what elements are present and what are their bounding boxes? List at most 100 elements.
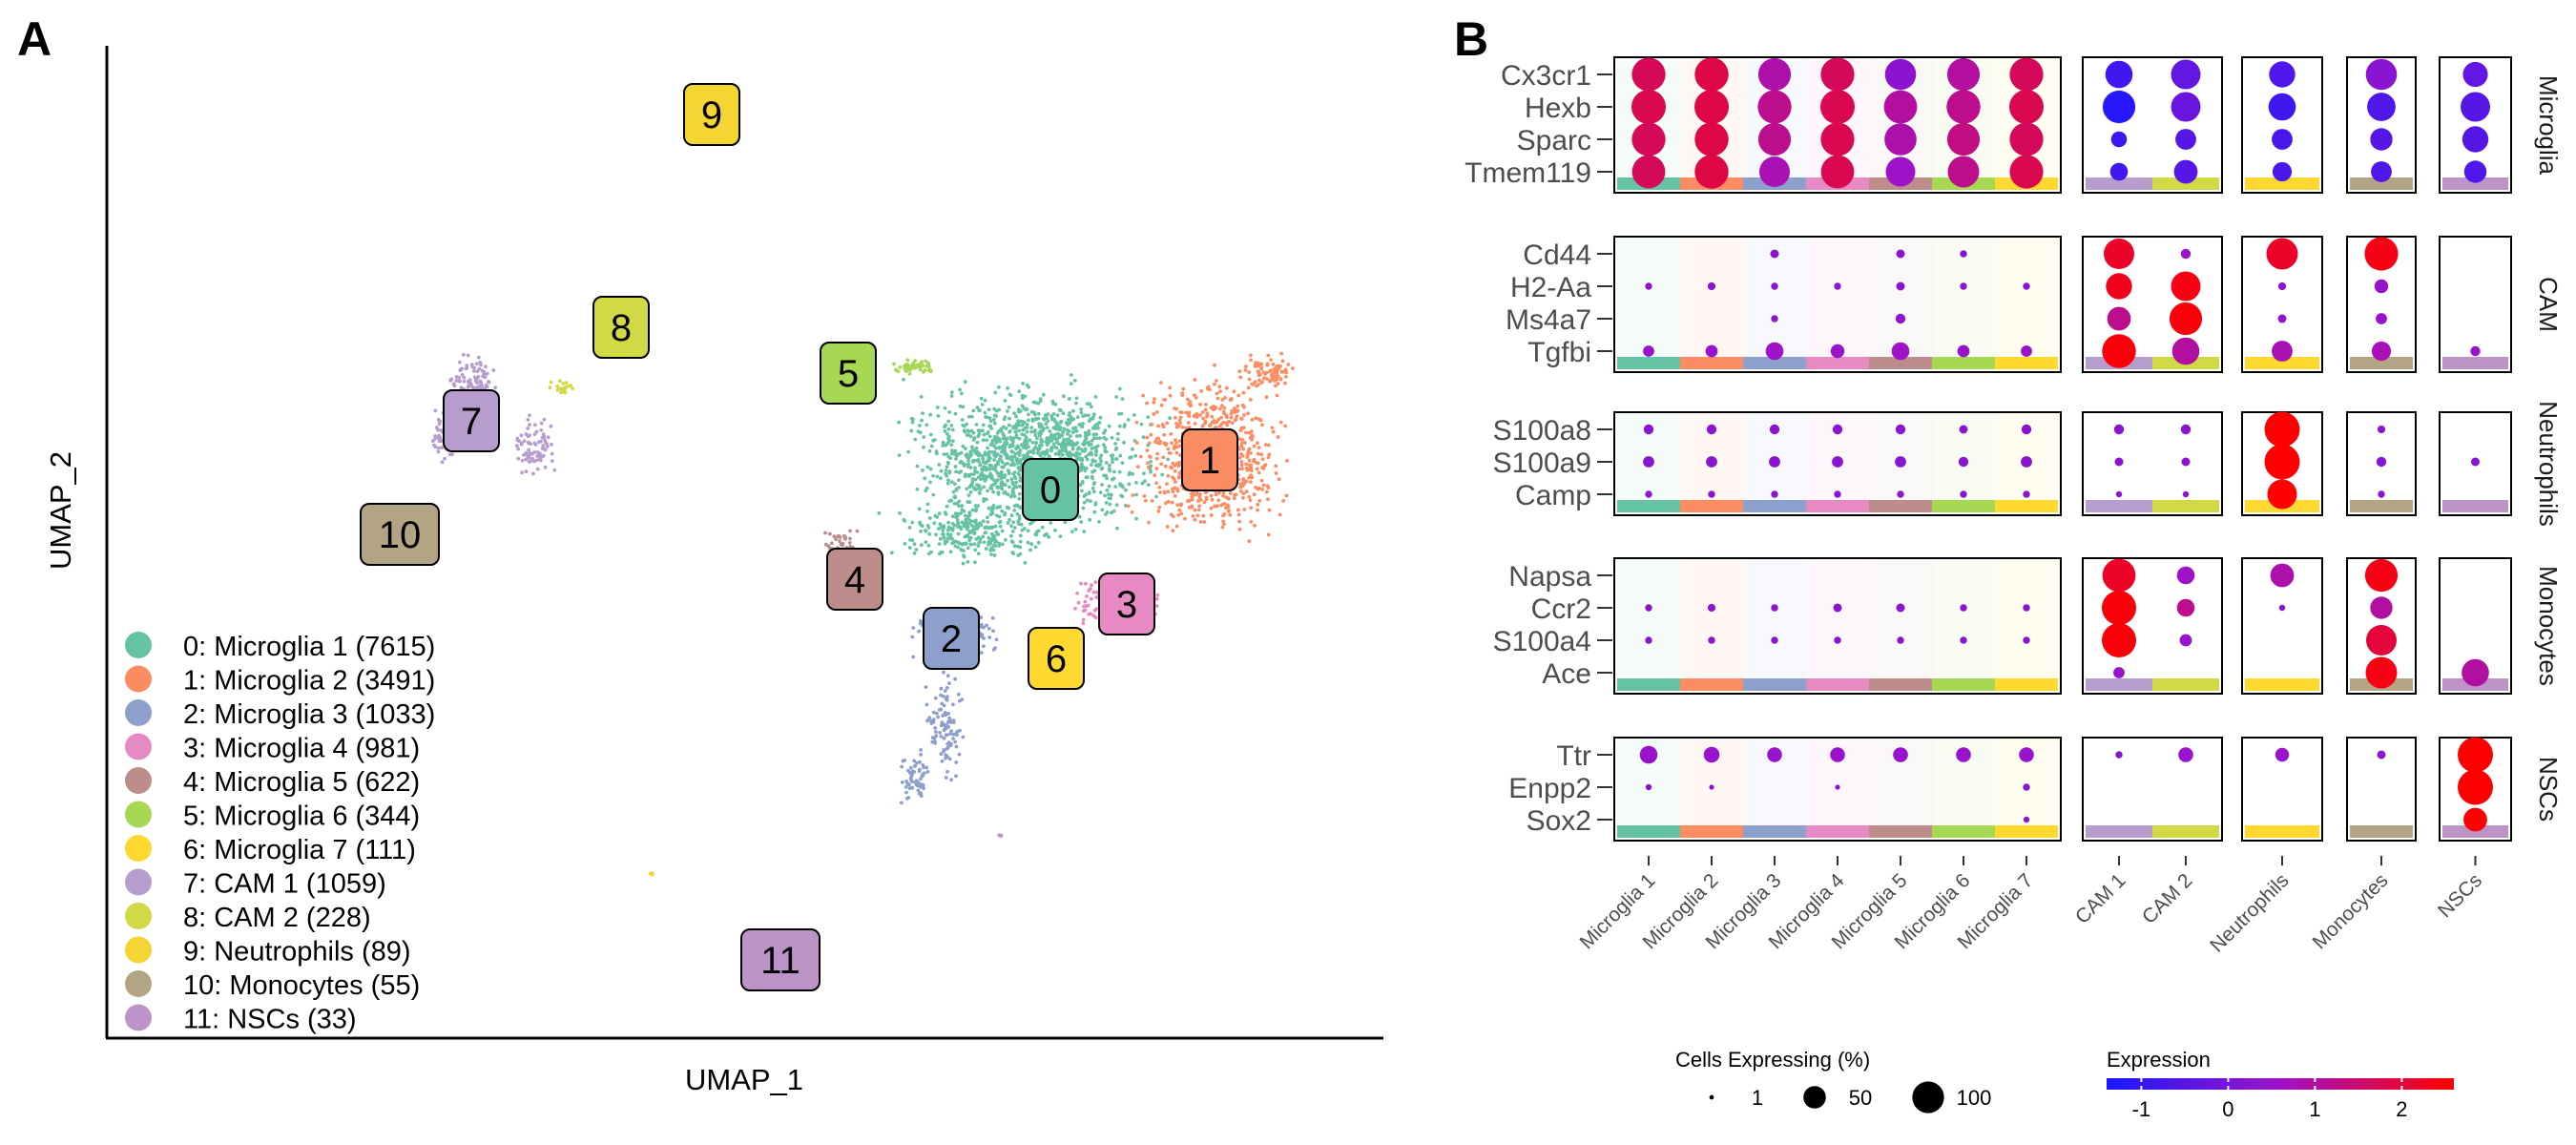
dot (2462, 126, 2489, 153)
facet-panel (2082, 56, 2223, 194)
facet-panel (2241, 56, 2323, 194)
facet-border (2346, 557, 2417, 695)
cluster-label-7: 7 (443, 389, 500, 452)
dot (2113, 424, 2125, 435)
dot (2462, 658, 2489, 687)
facet-strip-label: NSCs (2534, 757, 2563, 822)
color-legend-title: Expression (2107, 1048, 2211, 1072)
dot (1694, 155, 1729, 189)
cluster-11-points (997, 833, 1004, 839)
facet-panel (2241, 236, 2323, 373)
facet-panel (1613, 56, 2063, 194)
dot (1897, 636, 1904, 644)
facet-border (2082, 411, 2223, 516)
legend-label: 8: CAM 2 (228) (183, 903, 371, 933)
cluster-label-11: 11 (740, 928, 821, 991)
dot (2470, 345, 2481, 357)
cluster-color-bar (2086, 825, 2152, 838)
cluster-label-4: 4 (826, 548, 883, 611)
facet-panel (2082, 236, 2223, 373)
dot (2370, 596, 2393, 619)
cluster-5-points (892, 358, 933, 376)
dot (2115, 751, 2123, 759)
dot (2365, 58, 2398, 91)
legend-label: 6: Microglia 7 (111) (183, 835, 416, 865)
facet-border (2439, 236, 2512, 373)
facet-panel (2439, 737, 2512, 842)
cluster-color-bar (1680, 825, 1743, 838)
facet-strip-label: Neutrophils (2534, 401, 2563, 527)
dot (1706, 456, 1717, 468)
dot (2463, 160, 2487, 183)
gene-label: Tmem119 (1465, 157, 1591, 189)
dot (1820, 57, 1855, 92)
cluster-label-8: 8 (592, 296, 650, 359)
size-legend-dot (1709, 1094, 1714, 1100)
column-tint (1617, 558, 1681, 678)
dot (2106, 273, 2132, 300)
dot (1956, 747, 1971, 762)
cluster-color-bar (1617, 500, 1680, 512)
dot (2277, 281, 2287, 291)
gene-label: Sparc (1517, 125, 1591, 156)
dot (2463, 807, 2487, 832)
dot (2275, 747, 2290, 762)
dot (1957, 344, 1970, 358)
dot (1947, 156, 1980, 188)
legend-swatch (125, 835, 152, 862)
dot (1884, 58, 1917, 91)
facet-panel (2346, 737, 2417, 842)
legend-item: 0: Microglia 1 (7615) (125, 632, 435, 662)
dot (1631, 155, 1666, 189)
cluster-label-1: 1 (1181, 428, 1238, 491)
dot (2458, 737, 2493, 773)
facet-strip-label: Monocytes (2534, 566, 2563, 686)
legend-swatch (125, 632, 152, 658)
facet-border (2346, 737, 2417, 842)
dot (2461, 92, 2490, 122)
gene-label: S100a9 (1493, 448, 1591, 479)
gene-label: Sox2 (1527, 805, 1591, 837)
gene-label: Enpp2 (1508, 773, 1591, 804)
facet-border (2346, 56, 2417, 194)
cluster-color-bar (1680, 357, 1743, 369)
cluster-legend: 0: Microglia 1 (7615) 1: Microglia 2 (349… (125, 632, 435, 1035)
legend-item: 3: Microglia 4 (981) (125, 733, 420, 764)
cluster-color-bar (1806, 678, 1869, 691)
dot (2264, 411, 2300, 448)
dot (2367, 93, 2396, 121)
dot (2104, 239, 2134, 269)
panel-b-label: B (1454, 12, 1488, 66)
cluster-label-text: 8 (611, 307, 632, 349)
facet-panel (1613, 557, 2063, 695)
dot (2458, 769, 2493, 805)
cluster-color-bar (1869, 357, 1932, 369)
legend-label: 4: Microglia 5 (622) (183, 767, 420, 798)
gene-label: Napsa (1508, 561, 1591, 593)
facet-border (2241, 557, 2323, 695)
cluster-color-bar (2442, 825, 2508, 838)
column-tint (1998, 237, 2063, 357)
dot (2272, 161, 2293, 182)
dot (1770, 249, 1779, 259)
dot (2378, 490, 2385, 498)
umap-y-axis-title: UMAP_2 (44, 451, 77, 570)
cluster-color-bar (1869, 500, 1932, 512)
cluster-8-points (548, 379, 574, 395)
cluster-color-bar (2350, 357, 2413, 369)
dot (2110, 131, 2128, 148)
dot (2377, 750, 2386, 760)
cluster-color-bar (2442, 357, 2508, 369)
facet-border (2346, 236, 2417, 373)
legend-item: 10: Monocytes (55) (125, 970, 420, 1001)
dot (1960, 282, 1967, 290)
legend-swatch (125, 733, 152, 760)
color-legend: Expression -1 0 1 2 (2107, 1048, 2454, 1121)
dot (2176, 566, 2195, 585)
dot (1960, 604, 1967, 612)
x-tick-label: NSCs (2434, 869, 2486, 922)
cluster-label-text: 0 (1040, 469, 1061, 511)
cluster-label-2: 2 (923, 607, 980, 670)
